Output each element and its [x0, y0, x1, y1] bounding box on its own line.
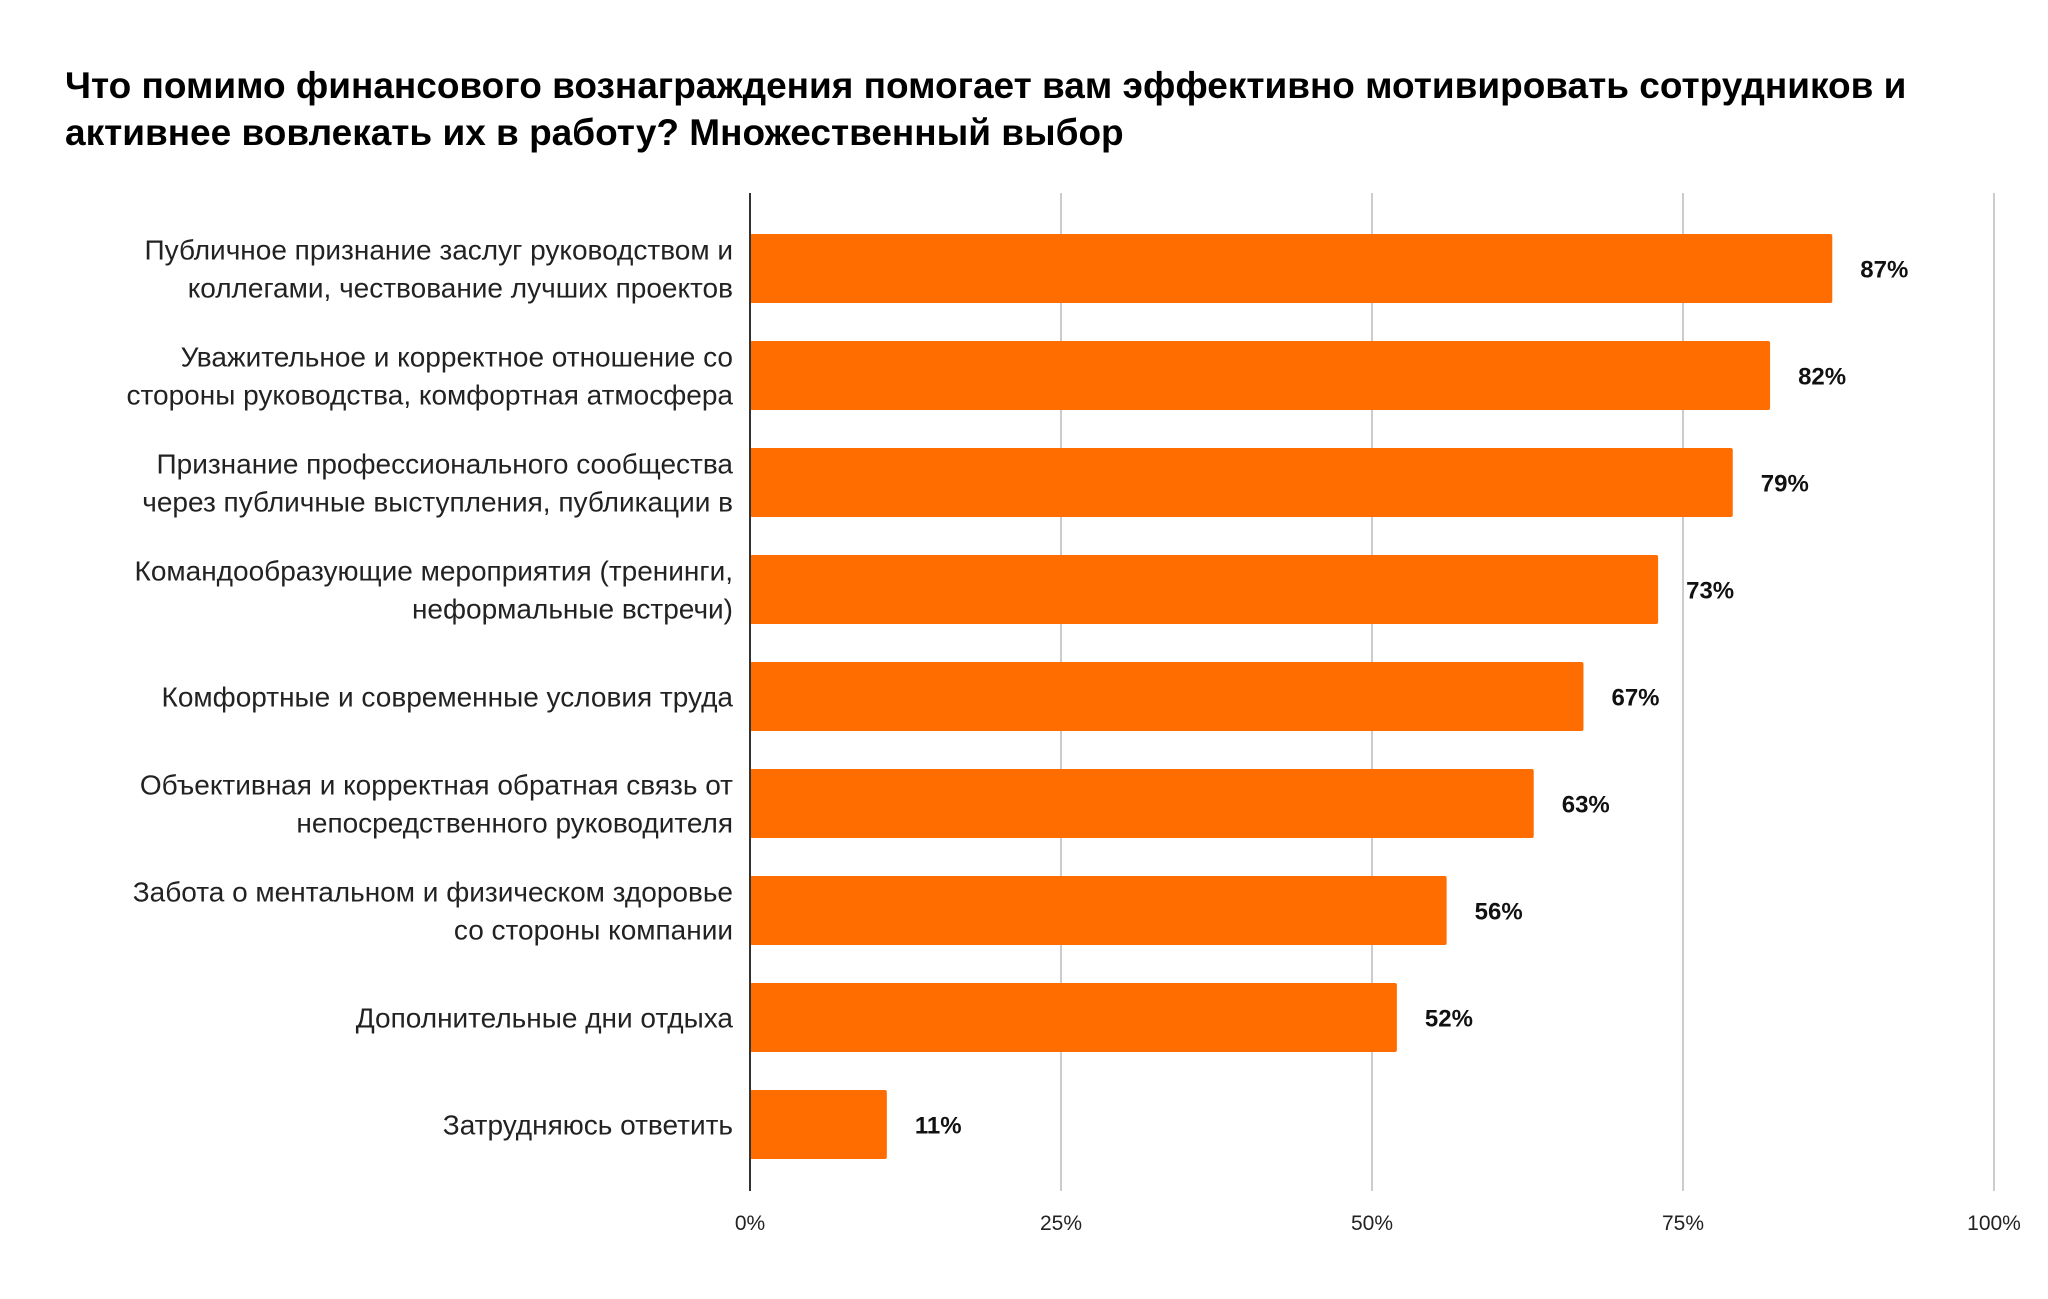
data-label: 52% [1425, 1006, 1473, 1033]
category-label: Дополнительные дни отдыха [356, 1003, 734, 1034]
x-tick-label: 50% [1351, 1212, 1393, 1235]
bar [750, 662, 1584, 731]
bar [750, 769, 1534, 838]
bar [750, 1090, 887, 1159]
bar [750, 555, 1659, 624]
bar [750, 341, 1771, 410]
bar [750, 234, 1833, 303]
chart-title: Что помимо финансового вознаграждения по… [65, 65, 1907, 153]
bar [750, 448, 1733, 517]
category-label: Забота о ментальном и физическом здоровь… [133, 877, 733, 908]
data-label: 63% [1562, 792, 1610, 819]
category-label: Объективная и корректная обратная связь … [140, 770, 733, 801]
category-label: стороны руководства, комфортная атмосфер… [127, 380, 734, 411]
category-label: со стороны компании [454, 915, 733, 946]
x-tick-label: 0% [735, 1212, 765, 1235]
data-label: 87% [1860, 257, 1908, 284]
x-tick-label: 100% [1967, 1212, 2021, 1235]
bar [750, 983, 1397, 1052]
data-label: 82% [1798, 364, 1846, 391]
category-label: Публичное признание заслуг руководством … [145, 235, 734, 266]
data-label: 73% [1686, 578, 1734, 605]
category-label: коллегами, чествование лучших проектов [188, 273, 733, 304]
category-label: Затрудняюсь ответить [443, 1110, 733, 1141]
category-label: Комфортные и современные условия труда [162, 682, 734, 713]
x-tick-label: 75% [1662, 1212, 1704, 1235]
category-label: неформальные встречи) [412, 594, 733, 625]
category-label: Признание профессионального сообщества [157, 449, 734, 480]
category-label: Уважительное и корректное отношение со [181, 342, 733, 373]
category-label: через публичные выступления, публикации … [142, 487, 733, 518]
data-label: 79% [1761, 471, 1809, 498]
category-label: Командообразующие мероприятия (тренинги, [135, 556, 733, 587]
data-label: 11% [915, 1113, 962, 1140]
bar [750, 876, 1447, 945]
data-label: 56% [1475, 899, 1523, 926]
data-label: 67% [1611, 685, 1659, 712]
category-label: непосредственного руководителя [296, 808, 733, 839]
x-tick-label: 25% [1040, 1212, 1082, 1235]
